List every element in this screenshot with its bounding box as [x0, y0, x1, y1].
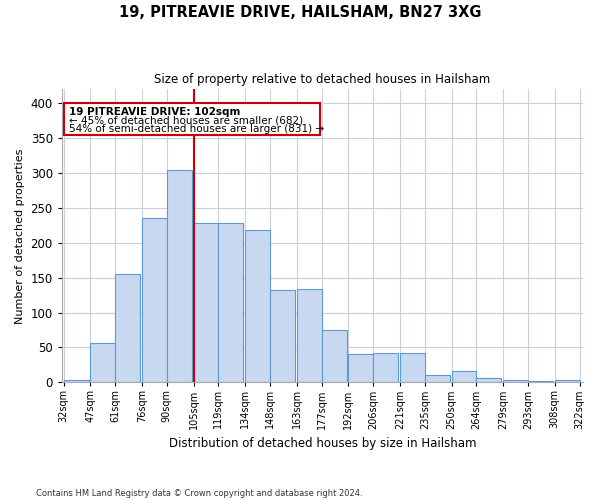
Bar: [270, 290, 295, 382]
X-axis label: Distribution of detached houses by size in Hailsham: Distribution of detached houses by size …: [169, 437, 476, 450]
Bar: [167, 170, 192, 382]
Bar: [400, 353, 425, 382]
Bar: [425, 374, 450, 382]
Bar: [297, 289, 322, 382]
FancyBboxPatch shape: [64, 104, 320, 135]
Bar: [115, 274, 140, 382]
Bar: [555, 380, 580, 382]
Bar: [476, 378, 502, 382]
Bar: [218, 222, 244, 382]
Text: 54% of semi-detached houses are larger (831) →: 54% of semi-detached houses are larger (…: [69, 124, 324, 134]
Bar: [91, 342, 115, 382]
Bar: [64, 380, 89, 382]
Text: ← 45% of detached houses are smaller (682): ← 45% of detached houses are smaller (68…: [69, 115, 303, 125]
Bar: [322, 330, 347, 382]
Bar: [373, 353, 398, 382]
Bar: [194, 222, 218, 382]
Bar: [245, 230, 270, 382]
Bar: [452, 371, 476, 382]
Bar: [528, 381, 553, 382]
Bar: [142, 218, 167, 382]
Bar: [349, 354, 373, 382]
Title: Size of property relative to detached houses in Hailsham: Size of property relative to detached ho…: [154, 72, 491, 86]
Bar: [503, 380, 528, 382]
Text: Contains HM Land Registry data © Crown copyright and database right 2024.: Contains HM Land Registry data © Crown c…: [36, 488, 362, 498]
Y-axis label: Number of detached properties: Number of detached properties: [15, 148, 25, 324]
Text: 19, PITREAVIE DRIVE, HAILSHAM, BN27 3XG: 19, PITREAVIE DRIVE, HAILSHAM, BN27 3XG: [119, 5, 481, 20]
Text: 19 PITREAVIE DRIVE: 102sqm: 19 PITREAVIE DRIVE: 102sqm: [69, 107, 241, 117]
